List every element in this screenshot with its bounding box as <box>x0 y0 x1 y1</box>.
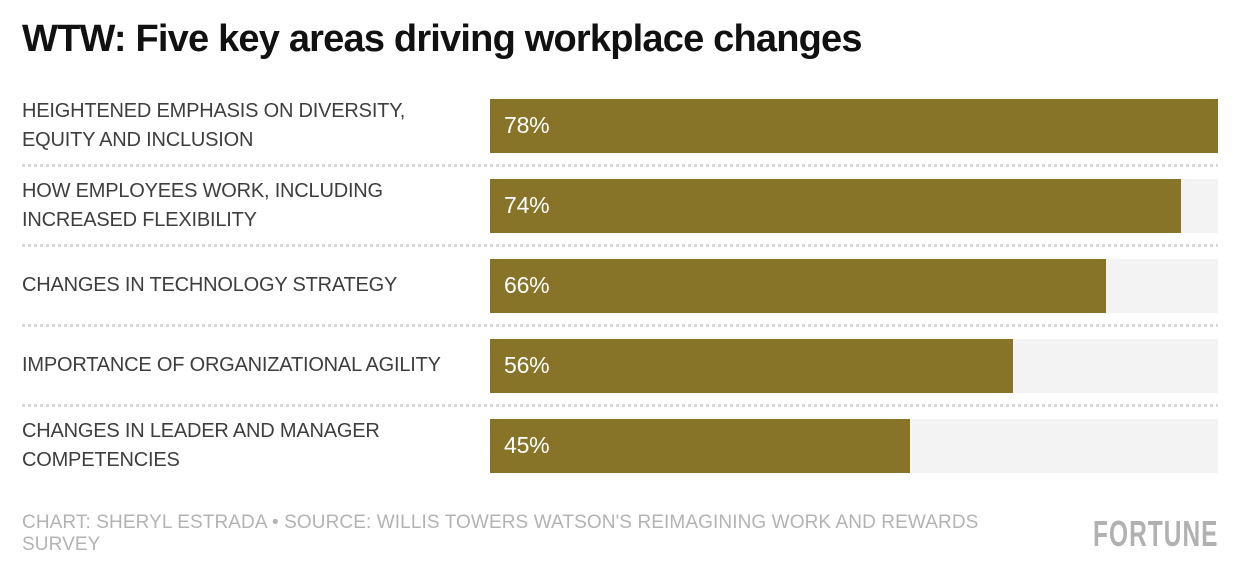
chart-title: WTW: Five key areas driving workplace ch… <box>22 18 863 60</box>
bar: 78% <box>490 98 1218 153</box>
dotted-separator <box>22 403 1218 407</box>
bar-track: 78% <box>490 98 1218 153</box>
bar: 66% <box>490 258 1106 313</box>
category-label: HEIGHTENED EMPHASIS ON DIVERSITY, EQUITY… <box>22 99 406 151</box>
chart-row: CHANGES IN LEADER AND MANAGER COMPETENCI… <box>22 406 1218 486</box>
chart-row: HOW EMPLOYEES WORK, INCLUDING INCREASED … <box>22 166 1218 247</box>
chart-footer: CHART: SHERYL ESTRADA • SOURCE: WILLIS T… <box>22 512 1218 556</box>
bar-value-label: 56% <box>504 352 550 379</box>
bar-value-label: 45% <box>504 432 550 459</box>
category-label: CHANGES IN TECHNOLOGY STRATEGY <box>22 274 398 297</box>
dotted-separator <box>22 243 1218 247</box>
bar: 45% <box>490 418 910 473</box>
category-label: HOW EMPLOYEES WORK, INCLUDING INCREASED … <box>22 179 383 231</box>
bar-track: 56% <box>490 338 1218 393</box>
bar: 56% <box>490 338 1013 393</box>
bar-track: 45% <box>490 418 1218 473</box>
bar-chart: HEIGHTENED EMPHASIS ON DIVERSITY, EQUITY… <box>22 86 1218 486</box>
dotted-separator <box>22 323 1218 327</box>
bar-value-label: 66% <box>504 272 550 299</box>
chart-row: HEIGHTENED EMPHASIS ON DIVERSITY, EQUITY… <box>22 86 1218 167</box>
credits-text: CHART: SHERYL ESTRADA • SOURCE: WILLIS T… <box>22 511 979 555</box>
bar: 74% <box>490 178 1181 233</box>
bar-value-label: 78% <box>504 112 550 139</box>
dotted-separator <box>22 163 1218 167</box>
bar-track: 66% <box>490 258 1218 313</box>
chart-row: IMPORTANCE OF ORGANIZATIONAL AGILITY 56% <box>22 326 1218 407</box>
category-label: IMPORTANCE OF ORGANIZATIONAL AGILITY <box>22 354 441 377</box>
category-label: CHANGES IN LEADER AND MANAGER COMPETENCI… <box>22 419 380 471</box>
bar-track: 74% <box>490 178 1218 233</box>
fortune-logo: FORTUNE <box>1092 512 1218 554</box>
bar-value-label: 74% <box>504 192 550 219</box>
chart-row: CHANGES IN TECHNOLOGY STRATEGY 66% <box>22 246 1218 327</box>
